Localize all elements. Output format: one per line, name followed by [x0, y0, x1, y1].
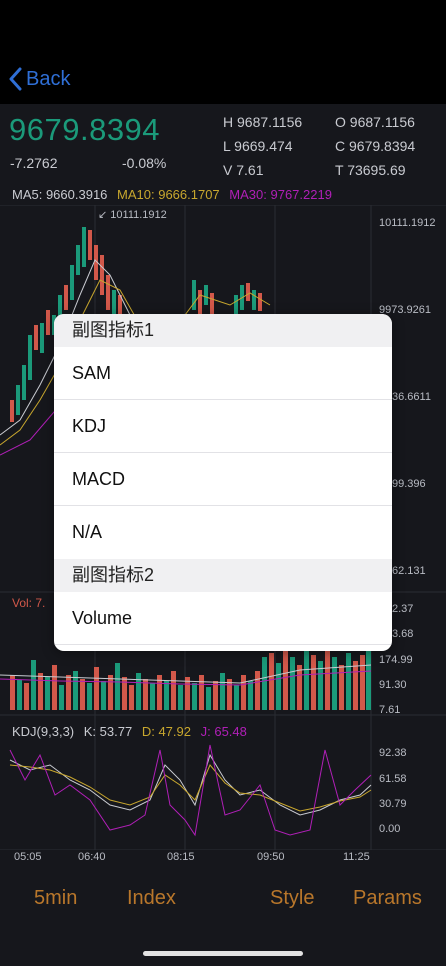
kdj-d-value: D: 47.92	[141, 724, 191, 739]
vol-y-label-4: 91.30	[379, 679, 407, 691]
y-label-1: 10111.1912	[379, 217, 436, 229]
price-change-percent: -0.08%	[122, 155, 167, 171]
back-label: Back	[26, 67, 71, 90]
status-bar-area	[0, 0, 446, 104]
stat-high: H 9687.1156	[223, 114, 303, 130]
menu-item-volume[interactable]: Volume	[54, 592, 392, 645]
max-price-marker: ↙ 10111.1912	[98, 209, 167, 221]
vol-y-label-1: 2.37	[392, 603, 414, 615]
menu-item-na[interactable]: N/A	[72, 522, 103, 542]
ma10-value: MA10: 9666.1707	[117, 187, 220, 202]
current-price: 9679.8394	[9, 112, 161, 147]
tab-params[interactable]: Params	[353, 887, 422, 909]
time-label-3: 08:15	[167, 851, 195, 863]
menu-section-2-title: 副图指标2	[54, 559, 392, 592]
kdj-y-label-1: 92.38	[379, 747, 407, 759]
menu-item-sam[interactable]: SAM	[54, 347, 392, 400]
back-button[interactable]: Back	[8, 64, 70, 94]
stat-turnover: T 73695.69	[335, 162, 406, 178]
chevron-left-icon	[9, 67, 22, 91]
kdj-title: KDJ(9,3,3)	[12, 724, 75, 739]
tab-interval[interactable]: 5min	[34, 887, 78, 909]
stat-close: C 9679.8394	[335, 138, 416, 154]
vol-y-label-5: 7.61	[379, 704, 401, 716]
kdj-y-label-3: 30.79	[379, 798, 407, 810]
tab-index[interactable]: Index	[127, 887, 176, 909]
chart-area[interactable]: ↙ 10111.1912 10111.1912 9973.9261 36.661…	[0, 205, 446, 850]
time-label-5: 11:25	[343, 851, 370, 863]
volume-bars	[10, 647, 371, 710]
chart-canvas	[0, 205, 446, 850]
y-label-2: 9973.9261	[379, 304, 431, 316]
indicator-menu: 副图指标1 SAM KDJ MACD N/A 副图指标2 Volume	[54, 314, 392, 651]
y-label-5: 62.131	[392, 565, 426, 577]
kdj-y-label-4: 0.00	[379, 823, 401, 835]
arrow-icon: ↙	[98, 209, 111, 221]
ma-legend: MA5: 9660.3916 MA10: 9666.1707 MA30: 976…	[12, 187, 338, 202]
stat-low: L 9669.474	[223, 138, 293, 154]
volume-label: Vol: 7.	[12, 596, 46, 610]
vol-y-label-3: 174.99	[379, 654, 413, 666]
candlesticks	[10, 227, 262, 422]
menu-section-1-title: 副图指标1	[54, 314, 392, 347]
time-label-1: 05:05	[14, 851, 42, 863]
time-label-4: 09:50	[257, 851, 285, 863]
price-change: -7.2762	[10, 155, 58, 171]
y-label-4: 99.396	[392, 478, 426, 490]
kdj-y-label-2: 61.58	[379, 773, 407, 785]
home-indicator	[143, 951, 303, 956]
ma30-value: MA30: 9767.2219	[229, 187, 332, 202]
kdj-j-value: J: 65.48	[200, 724, 247, 739]
kdj-legend: KDJ(9,3,3) K: 53.77 D: 47.92 J: 65.48	[12, 724, 253, 739]
y-label-3: 36.6611	[392, 391, 431, 403]
kdj-k-value: K: 53.77	[83, 724, 133, 739]
tab-style[interactable]: Style	[270, 887, 315, 909]
ma5-value: MA5: 9660.3916	[12, 187, 108, 202]
kdj-lines	[9, 744, 372, 837]
stat-open: O 9687.1156	[335, 114, 415, 130]
time-label-2: 06:40	[78, 851, 106, 863]
bottom-toolbar: 5min Index Style Params	[0, 872, 446, 966]
stat-volume: V 7.61	[223, 162, 264, 178]
quote-header: 9679.8394 -7.2762 -0.08% H 9687.1156 O 9…	[0, 104, 446, 184]
menu-item-macd[interactable]: MACD	[54, 453, 392, 506]
vol-y-label-2: 3.68	[392, 628, 414, 640]
menu-item-kdj[interactable]: KDJ	[54, 400, 392, 453]
